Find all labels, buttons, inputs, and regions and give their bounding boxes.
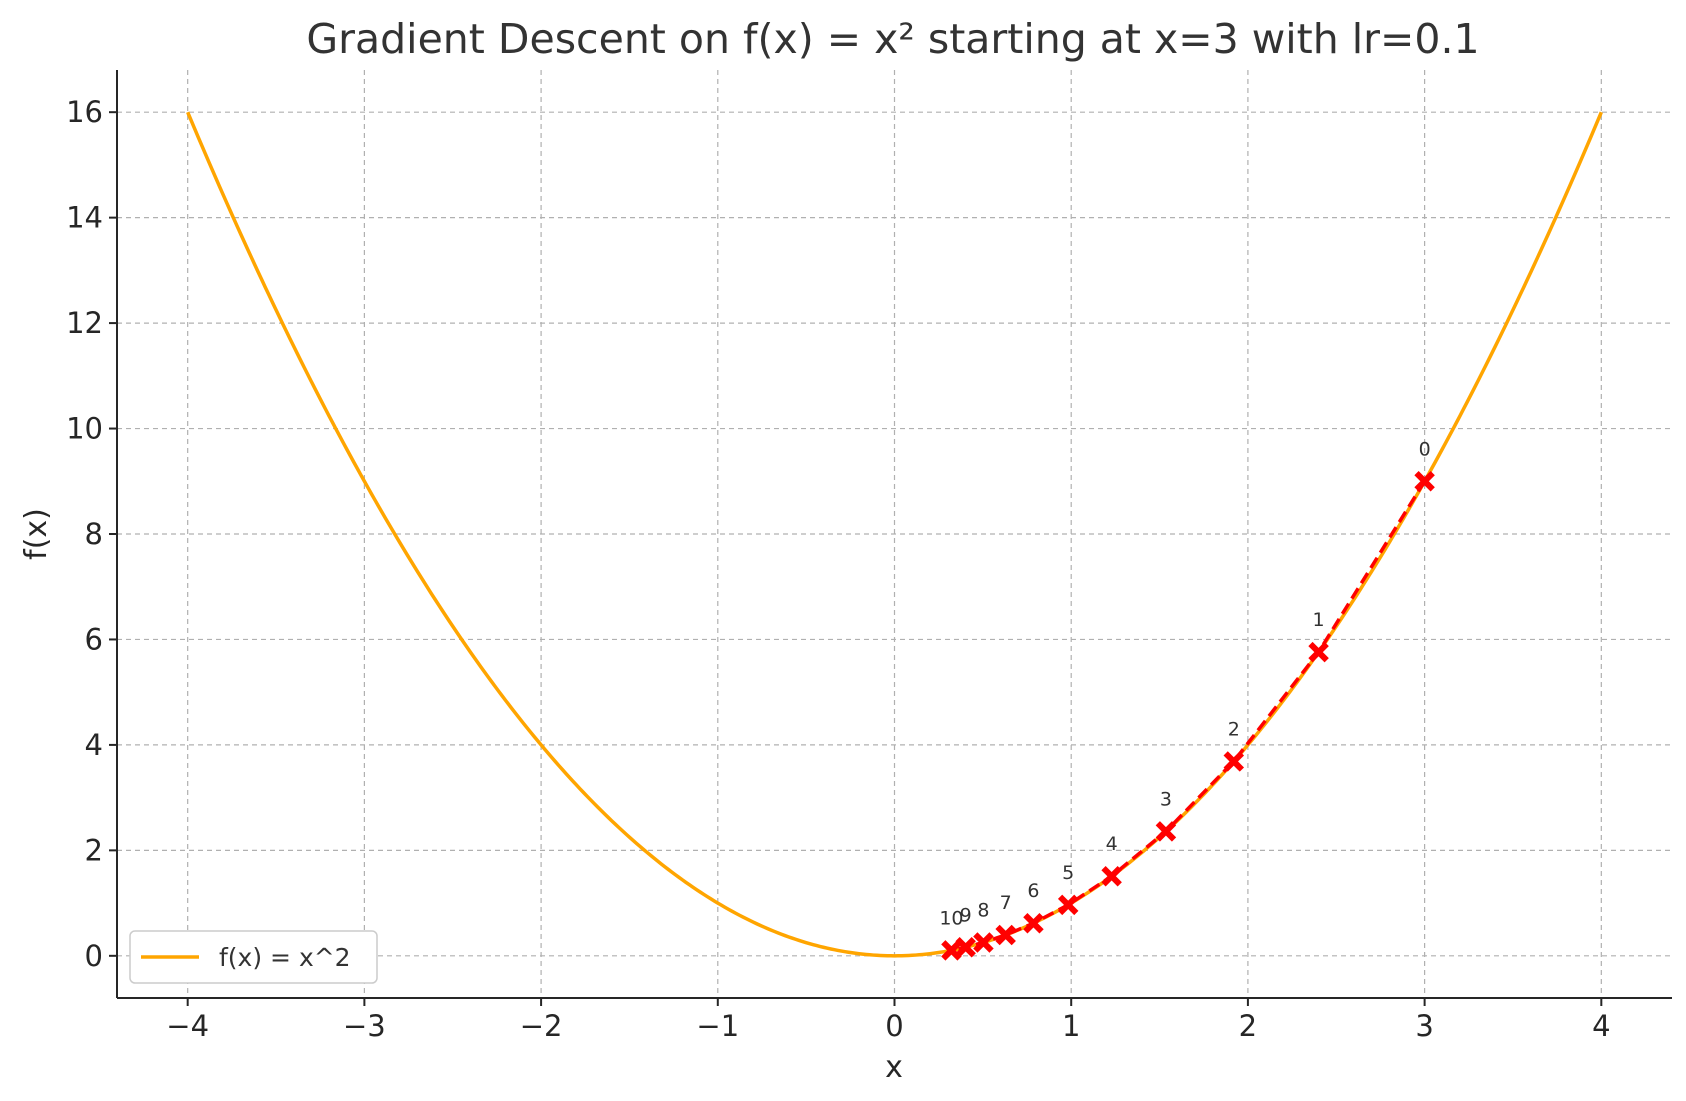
function-curve-line <box>186 111 1603 958</box>
x-tick-label: 1 <box>1062 1009 1080 1043</box>
y-tick-label: 8 <box>85 517 103 551</box>
y-tick-label: 16 <box>66 95 103 129</box>
y-tick-label: 14 <box>66 201 103 235</box>
chart-title: Gradient Descent on f(x) = x² starting a… <box>306 15 1479 63</box>
legend: f(x) = x^2 <box>129 930 378 984</box>
grid <box>117 70 1672 998</box>
x-tick-label: 4 <box>1592 1009 1610 1043</box>
descent-point-marker <box>1308 641 1329 663</box>
x-axis-label: x <box>885 1050 903 1085</box>
descent-point-marker <box>1057 894 1079 916</box>
descent-point-marker <box>1023 912 1044 934</box>
x-tick-label: −3 <box>343 1009 386 1043</box>
descent-point-marker <box>995 924 1016 946</box>
function-curve-layer <box>186 111 1603 958</box>
y-tick-label: 0 <box>85 939 103 973</box>
step-label: 4 <box>1106 833 1118 855</box>
step-label: 2 <box>1228 718 1240 740</box>
y-axis-ticks: 0 2 4 6 8 10 12 14 16 <box>66 95 117 973</box>
legend-label: f(x) = x^2 <box>219 943 351 972</box>
descent-path-layer <box>951 480 1427 953</box>
step-label: 3 <box>1160 788 1172 810</box>
y-tick-label: 12 <box>66 306 103 340</box>
x-tick-label: 0 <box>885 1009 903 1043</box>
y-tick-label: 2 <box>85 833 103 867</box>
step-label: 8 <box>977 899 989 921</box>
step-label: 6 <box>1027 880 1039 902</box>
y-axis-label: f(x) <box>19 508 54 560</box>
descent-point-marker <box>1223 751 1245 772</box>
y-tick-label: 4 <box>85 728 103 762</box>
step-label: 10 <box>939 907 963 929</box>
step-label: 7 <box>1000 892 1012 914</box>
descent-point-marker <box>1101 865 1122 887</box>
x-tick-label: 2 <box>1239 1009 1257 1043</box>
x-tick-label: −2 <box>520 1009 563 1043</box>
descent-point-marker <box>955 937 976 958</box>
step-label: 5 <box>1062 862 1074 884</box>
y-tick-label: 10 <box>66 412 103 446</box>
legend-box <box>129 930 378 984</box>
step-label: 1 <box>1313 609 1325 631</box>
descent-point-marker <box>973 932 994 953</box>
step-label: 9 <box>960 904 972 926</box>
descent-point-marker <box>1155 821 1177 842</box>
x-tick-label: −4 <box>166 1009 209 1043</box>
descent-point-marker <box>941 940 962 961</box>
x-tick-label: 3 <box>1415 1009 1433 1043</box>
descent-path-line <box>951 480 1427 953</box>
x-tick-label: −1 <box>696 1009 739 1043</box>
descent-point-marker <box>1414 471 1435 492</box>
y-tick-label: 6 <box>85 622 103 656</box>
x-axis-ticks: −4 −3 −2 −1 0 1 2 3 4 <box>166 998 1611 1043</box>
step-label: 0 <box>1419 438 1431 460</box>
descent-marker-layer <box>941 471 1435 961</box>
